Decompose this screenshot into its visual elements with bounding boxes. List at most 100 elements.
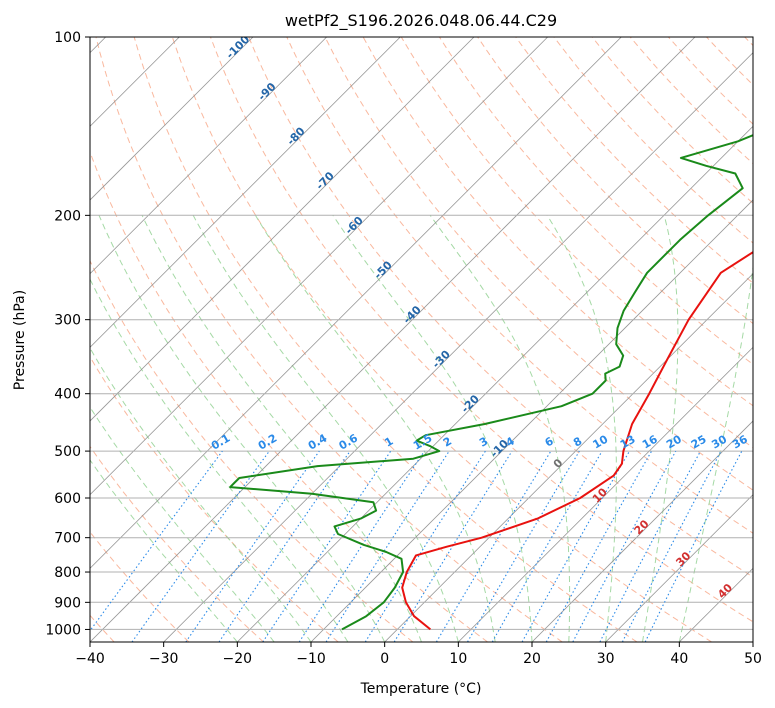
isotherm-line [752,641,753,642]
background-lines [90,37,753,642]
isotherm-line [384,273,753,642]
y-axis-label: Pressure (hPa) [12,290,28,390]
x-tick-label: −30 [149,651,179,667]
moist-adiabat [141,215,422,642]
moist-adiabat [678,263,753,642]
mixing-ratio-line [393,450,513,642]
mixing-ratio-label: 20 [664,432,684,451]
isotherm-line [679,567,753,642]
mixing-ratio-line [599,450,701,642]
x-tick-label: −20 [223,651,253,667]
x-tick-label: 30 [597,651,615,667]
isotherm-label: 40 [715,581,735,601]
dry-adiabat [744,37,753,47]
x-tick-label: 0 [380,651,389,667]
isotherm-label: -70 [314,169,337,192]
moist-adiabat [90,406,275,642]
isotherm-line [90,37,254,201]
y-axis: 100 200 300 400 500 600 700 800 900 1000 [45,30,90,638]
isotherm-line [90,37,475,422]
temperature-profile [401,250,753,631]
dry-adiabat [248,37,753,578]
mixing-ratio-line [298,450,425,642]
isotherm-label: -50 [372,258,395,281]
moist-adiabat [98,215,386,642]
mixing-ratio-label: 0.2 [256,432,279,453]
x-tick-label: −40 [75,651,105,667]
dry-adiabat [171,37,712,642]
mixing-ratio-line [185,450,320,642]
dry-adiabat [90,445,264,642]
isotherm-line [531,420,753,642]
mixing-ratio-line [325,450,450,642]
mixing-ratio-label: 30 [709,432,729,451]
data-series [229,134,753,631]
isotherm-line [90,37,622,569]
dry-adiabat [324,37,753,491]
mixing-ratio-label: 3 [477,435,490,450]
x-tick-label: 40 [670,651,688,667]
dry-adiabat [90,150,488,642]
moist-adiabat [429,215,571,642]
mixing-ratio-label: 36 [730,432,750,451]
y-tick-label: 700 [54,531,81,547]
isotherm-line [163,52,753,642]
dry-adiabat [90,355,339,642]
x-axis: −40 −30 −20 −10 0 10 20 30 40 50 [75,642,762,667]
isotherm-label: 20 [632,517,652,537]
isotherm-line [237,125,753,642]
moist-adiabat [192,215,459,642]
dry-adiabat [477,37,753,325]
mixing-ratio-line [467,450,580,642]
isotherm-label: -90 [255,80,278,103]
x-tick-label: −10 [296,651,326,667]
mixing-ratio-line [131,450,270,642]
dry-adiabat [210,37,753,623]
mixing-ratio-line [218,450,351,642]
y-tick-label: 400 [54,387,81,403]
moist-adiabat [642,215,679,642]
dry-adiabat [133,37,638,642]
isotherm-line [90,37,327,275]
chart-title: wetPf2_S196.2026.048.06.44.C29 [285,11,557,31]
y-tick-label: 200 [54,208,81,224]
mixing-ratio-label: 10 [590,432,610,451]
moist-adiabat [332,215,533,642]
plot-frame [89,36,754,643]
mixing-ratio-label: 8 [571,435,584,450]
isotherm-line [310,199,753,642]
isotherm-label: 30 [673,549,693,569]
dry-adiabat [706,37,753,86]
isotherm-label: -60 [343,214,366,237]
dry-adiabat [90,531,190,642]
x-tick-label: 20 [523,651,541,667]
y-tick-label: 800 [54,565,81,581]
mixing-ratio-label: 25 [689,433,709,452]
dry-adiabat [400,37,753,407]
dry-adiabat [515,37,753,284]
isotherm-line [90,37,696,642]
moist-adiabat [90,347,312,642]
isotherm-line [90,37,548,496]
dewpoint-profile [229,134,753,631]
mixing-ratio-line [572,450,677,642]
moist-adiabat [90,459,238,642]
x-axis-label: Temperature (°C) [360,681,482,697]
y-tick-label: 300 [54,313,81,329]
isotherm-label: -40 [401,303,424,326]
mixing-ratio-line [90,450,223,632]
mixing-ratio-line [545,450,653,642]
isotherm-label: -30 [430,348,453,371]
mixing-ratio-line [364,450,486,642]
mixing-ratio-label: 13 [618,433,638,452]
dry-adiabat [90,259,414,642]
x-tick-label: 50 [744,651,762,667]
dry-adiabat [553,37,753,244]
mixing-ratio-label: 16 [640,432,660,451]
mixing-ratio-line [435,450,552,642]
isotherm-label: -20 [459,392,482,415]
isotherm-label: -80 [284,124,307,147]
moist-adiabat [546,215,617,642]
isopleth-labels: 0.1 0.2 0.4 0.6 1 1.5 2 3 4 6 8 10 13 16 20 25 30 36-100-… [209,37,750,601]
